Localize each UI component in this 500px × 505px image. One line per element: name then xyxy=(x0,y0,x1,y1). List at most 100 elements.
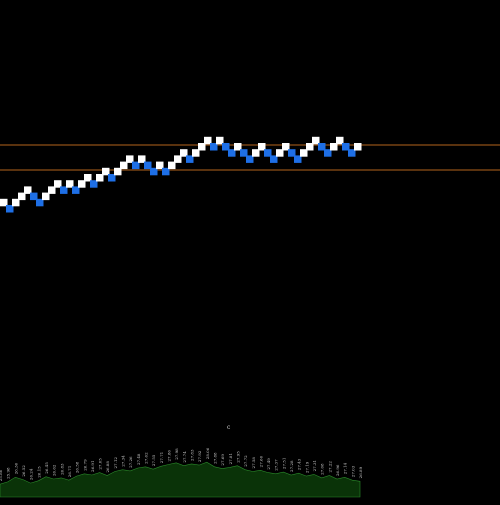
renko-brick-down xyxy=(6,205,14,213)
renko-brick-up xyxy=(78,180,86,188)
volume-tick-label: 27.08 xyxy=(320,463,325,475)
volume-tick-label: 27.83 xyxy=(189,449,194,461)
renko-brick-down xyxy=(90,180,98,188)
volume-tick-label: 26.89 xyxy=(358,466,363,478)
volume-tick-label: 26.36 xyxy=(13,462,18,474)
volume-tick-label: 26.45 xyxy=(44,462,49,474)
renko-brick-up xyxy=(300,149,308,157)
renko-brick-up xyxy=(168,161,176,170)
renko-brick-down xyxy=(288,149,296,157)
renko-brick-up xyxy=(48,186,56,194)
renko-brick-up xyxy=(180,149,188,157)
volume-tick-label: 27.55 xyxy=(151,454,156,466)
volume-tick-label: 27.03 xyxy=(350,465,355,477)
volume-tick-label: 26.79 xyxy=(82,459,87,471)
renko-brick-down xyxy=(342,143,350,151)
volume-tick-label: 27.66 xyxy=(258,455,263,467)
renko-brick-up xyxy=(126,155,134,163)
volume-tick-label: 27.48 xyxy=(136,453,141,465)
renko-brick-up xyxy=(42,192,50,201)
renko-brick-up xyxy=(198,143,206,151)
volume-panel: 25.86 25.98 26.36 26.52 26.24 26.15 26.45 26.62… xyxy=(0,447,363,498)
volume-tick-label: 27.58 xyxy=(251,457,256,469)
renko-brick-down xyxy=(246,155,254,163)
renko-brick-down xyxy=(108,174,116,182)
renko-brick-down xyxy=(132,161,140,170)
volume-tick-label: 27.14 xyxy=(343,462,348,474)
renko-brick-up xyxy=(306,143,314,151)
volume-tick-label: 26.88 xyxy=(105,461,110,473)
renko-brick-down xyxy=(270,155,278,163)
volume-tick-label: 27.81 xyxy=(228,453,233,464)
renko-brick-down xyxy=(228,149,236,157)
reference-lines: c xyxy=(0,144,500,431)
volume-tick-label: 26.62 xyxy=(52,464,57,476)
volume-tick-label: 27.69 xyxy=(220,454,225,466)
renko-brick-up xyxy=(282,143,290,151)
renko-brick-up xyxy=(252,149,260,157)
renko-brick-up xyxy=(354,143,362,151)
renko-brick-down xyxy=(144,161,152,170)
renko-brick-up xyxy=(234,143,242,151)
renko-brick-down xyxy=(60,186,68,194)
renko-brick-down xyxy=(72,186,80,194)
renko-brick-down xyxy=(294,155,302,163)
renko-brick-up xyxy=(18,192,26,201)
renko-brick-down xyxy=(150,167,158,176)
volume-tick-label: 27.28 xyxy=(289,460,294,472)
marker-symbol: c xyxy=(227,424,231,431)
volume-tick-label: 27.88 xyxy=(212,452,217,464)
chart-title: AMEX KSCD 8%~ - Closing Daily data Renko… xyxy=(4,2,239,10)
volume-tick-label: 27.12 xyxy=(113,457,118,469)
renko-brick-up xyxy=(84,174,92,182)
renko-brick-down xyxy=(186,155,194,163)
renko-brick-down xyxy=(240,149,248,157)
renko-brick-down xyxy=(210,143,218,151)
volume-tick-label: 27.05 xyxy=(98,458,103,470)
volume-tick-label: 26.52 xyxy=(21,465,26,477)
volume-tick-label: 25.98 xyxy=(6,467,11,479)
volume-area xyxy=(0,461,361,498)
renko-brick-up xyxy=(156,161,164,170)
renko-brick-up xyxy=(120,161,128,170)
renko-brick-down xyxy=(222,143,230,151)
renko-brick-down xyxy=(36,198,44,207)
renko-brick-up xyxy=(258,143,266,151)
volume-tick-label: 27.74 xyxy=(182,451,187,463)
renko-brick-up xyxy=(216,136,224,145)
renko-brick-down xyxy=(318,143,326,151)
volume-tick-label: 26.96 xyxy=(335,464,340,476)
volume-tick-label: 26.83 xyxy=(59,463,64,475)
renko-brick-up xyxy=(0,198,8,207)
volume-tick-label: 27.43 xyxy=(297,458,302,470)
volume-tick-label: 27.95 xyxy=(235,451,240,463)
renko-brick-up xyxy=(276,149,284,157)
volume-tick-label: 27.49 xyxy=(266,458,271,470)
volume-tick-label: 27.71 xyxy=(159,452,164,463)
volume-tick-label: 28.06 xyxy=(205,447,210,459)
volume-tick-label: 26.24 xyxy=(29,468,34,480)
volume-tick-label: 27.98 xyxy=(174,448,179,460)
volume-tick-label: 26.58 xyxy=(75,461,80,473)
volume-tick-label: 25.86 xyxy=(0,469,3,481)
volume-tick-label: 27.34 xyxy=(121,455,126,467)
renko-brick-up xyxy=(138,155,146,163)
volume-tick-label: 27.51 xyxy=(281,458,286,469)
renko-brick-up xyxy=(96,174,104,182)
renko-brick-down xyxy=(264,149,272,157)
volume-tick-label: 27.86 xyxy=(167,450,172,462)
renko-brick-up xyxy=(12,198,20,207)
renko-brick-up xyxy=(336,136,344,145)
renko-brick-up xyxy=(204,136,212,145)
volume-tick-label: 27.92 xyxy=(197,450,202,462)
renko-brick-up xyxy=(24,186,32,194)
volume-tick-label: 26.15 xyxy=(36,466,41,478)
renko-brick-up xyxy=(114,167,122,176)
renko-brick-up xyxy=(174,155,182,163)
volume-tick-label: 27.31 xyxy=(312,460,317,471)
volume-tick-label: 26.91 xyxy=(90,461,95,472)
renko-brick-down xyxy=(162,167,170,176)
volume-tick-label: 26.71 xyxy=(67,466,72,477)
